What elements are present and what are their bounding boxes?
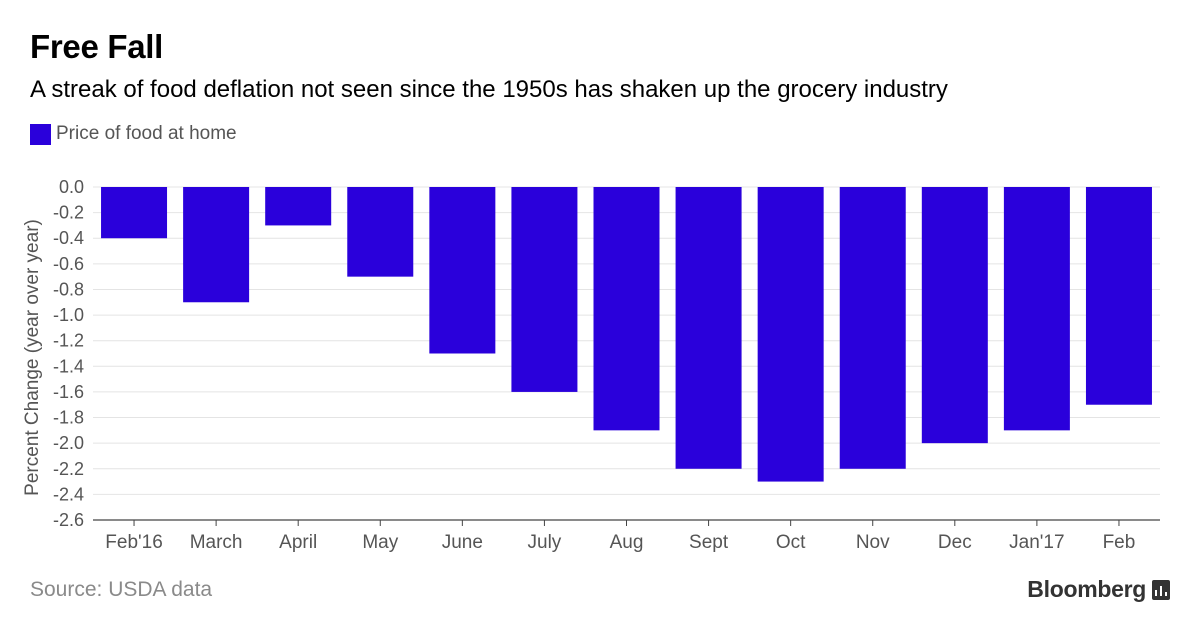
y-tick-label: -2.6: [53, 510, 84, 530]
x-tick-label: May: [362, 532, 398, 553]
bar: [429, 187, 496, 354]
x-tick-label: March: [190, 532, 243, 553]
bar: [839, 187, 906, 469]
x-tick-label: Sept: [689, 532, 729, 553]
y-tick-label: -2.4: [53, 484, 84, 504]
y-tick-label: -1.6: [53, 382, 84, 402]
x-tick-label: Jan'17: [1009, 532, 1064, 553]
bar: [757, 187, 824, 482]
x-tick-label: April: [279, 532, 317, 553]
y-tick-label: -1.2: [53, 331, 84, 351]
y-tick-label: -0.4: [53, 228, 84, 248]
legend: Price of food at home: [30, 123, 237, 145]
bar: [183, 187, 250, 303]
bar: [1085, 187, 1152, 405]
legend-swatch: [30, 123, 51, 145]
y-tick-label: -0.8: [53, 279, 84, 299]
x-tick-label: Feb'16: [105, 532, 163, 553]
x-tick-label: Nov: [856, 532, 890, 553]
x-tick-label: July: [528, 532, 562, 553]
y-tick-label: -1.0: [53, 305, 84, 325]
y-tick-label: -1.4: [53, 356, 84, 376]
bar: [265, 187, 332, 226]
bar: [101, 187, 168, 239]
legend-label: Price of food at home: [56, 123, 237, 144]
x-tick-label: Oct: [776, 532, 806, 553]
y-tick-label: -0.2: [53, 203, 84, 223]
bar: [921, 187, 988, 444]
x-tick-label: June: [442, 532, 483, 553]
x-tick-label: Feb: [1103, 532, 1136, 553]
bar: [675, 187, 742, 469]
y-axis-label: Percent Change (year over year): [22, 219, 43, 496]
y-tick-label: -0.6: [53, 254, 84, 274]
x-tick-label: Aug: [610, 532, 644, 553]
bar: [511, 187, 578, 392]
chart-title: Free Fall: [30, 28, 164, 65]
chart-subtitle: A streak of food deflation not seen sinc…: [30, 76, 948, 103]
y-tick-label: -2.2: [53, 459, 84, 479]
brand-name: Bloomberg: [1027, 576, 1146, 602]
y-tick-label: 0.0: [59, 177, 84, 197]
source-note: Source: USDA data: [30, 578, 213, 601]
bar: [1003, 187, 1070, 431]
bloomberg-terminal-icon: [1152, 579, 1170, 600]
y-tick-label: -1.8: [53, 408, 84, 428]
bar: [593, 187, 660, 431]
brand-logo: Bloomberg: [1027, 576, 1170, 603]
bar: [347, 187, 414, 277]
x-tick-label: Dec: [938, 532, 972, 553]
y-tick-label: -2.0: [53, 433, 84, 453]
